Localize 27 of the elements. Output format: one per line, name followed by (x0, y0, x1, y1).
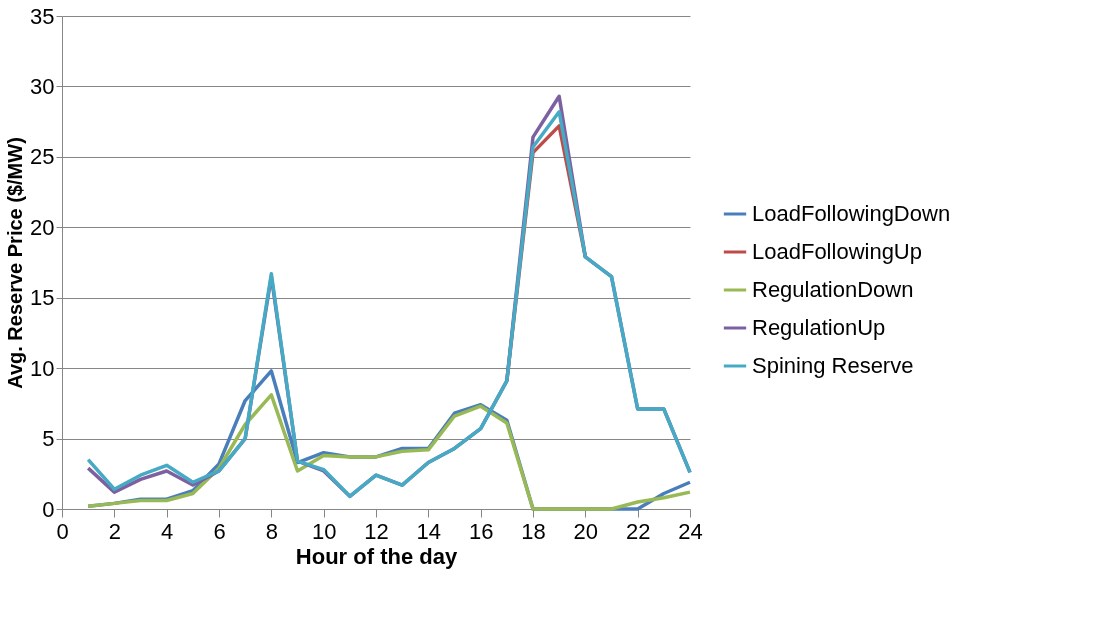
x-tick-label: 8 (265, 518, 278, 544)
y-tick-label: 0 (42, 496, 55, 522)
x-tick-label: 22 (625, 518, 651, 544)
y-tick-label: 15 (30, 285, 55, 311)
x-tick-label: 2 (108, 518, 121, 544)
y-tick-label: 35 (30, 3, 55, 29)
y-tick-label: 5 (42, 426, 55, 452)
legend-label: LoadFollowingUp (752, 239, 922, 264)
legend-label: RegulationDown (752, 277, 914, 302)
x-tick-label: 6 (213, 518, 226, 544)
x-tick-label: 16 (468, 518, 494, 544)
legend-label: Spining Reserve (752, 353, 914, 378)
x-tick-label: 24 (678, 518, 703, 544)
y-axis-title: Avg. Reserve Price ($/MW) (4, 137, 27, 389)
x-tick-label: 4 (161, 518, 174, 544)
x-tick-label: 14 (416, 518, 442, 544)
x-tick-label: 18 (521, 518, 546, 544)
y-tick-label: 25 (30, 144, 55, 170)
legend-label: LoadFollowingDown (752, 201, 951, 226)
x-tick-label: 20 (573, 518, 599, 544)
y-tick-label: 20 (30, 214, 55, 240)
legend-label: RegulationUp (752, 315, 886, 340)
y-tick-label: 10 (30, 355, 55, 381)
x-tick-label: 10 (311, 518, 337, 544)
x-axis-title: Hour of the day (295, 543, 458, 569)
x-tick-label: 12 (364, 518, 389, 544)
y-tick-label: 30 (30, 73, 55, 99)
